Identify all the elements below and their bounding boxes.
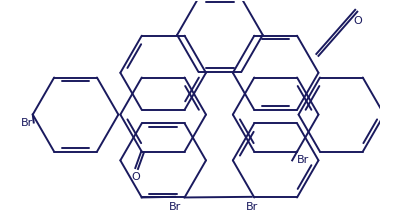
Text: Br: Br xyxy=(297,155,309,165)
Text: O: O xyxy=(353,16,362,26)
Text: O: O xyxy=(131,172,140,182)
Text: Br: Br xyxy=(21,118,33,127)
Text: Br: Br xyxy=(246,202,258,212)
Text: Br: Br xyxy=(169,202,181,212)
